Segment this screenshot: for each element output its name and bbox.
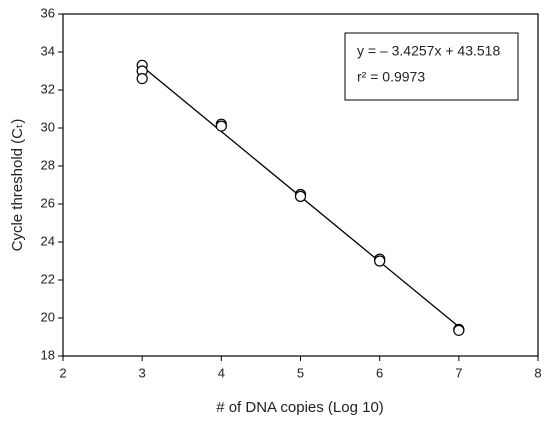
point bbox=[453, 324, 465, 336]
point bbox=[374, 255, 386, 267]
point bbox=[215, 120, 227, 132]
y-tick-label: 30 bbox=[41, 119, 55, 134]
x-tick-label: 3 bbox=[139, 365, 146, 380]
annotation: r² = 0.9973 bbox=[357, 69, 425, 85]
y-tick-label: 32 bbox=[41, 81, 55, 96]
x-tick-label: 8 bbox=[534, 365, 541, 380]
x-tick-label: 4 bbox=[218, 365, 225, 380]
y-tick-label: 28 bbox=[41, 157, 55, 172]
x-tick-label: 7 bbox=[455, 365, 462, 380]
y-tick-label: 22 bbox=[41, 271, 55, 286]
x-tick-label: 2 bbox=[59, 365, 66, 380]
y-tick-label: 18 bbox=[41, 347, 55, 362]
y-tick-label: 20 bbox=[41, 309, 55, 324]
y-tick-label: 26 bbox=[41, 195, 55, 210]
point bbox=[294, 190, 307, 202]
x-axis-label: # of DNA copies (Log 10) bbox=[216, 399, 384, 416]
y-tick-label: 24 bbox=[41, 233, 55, 248]
y-axis-label: Cycle threshold (Cₜ) bbox=[9, 119, 26, 252]
point bbox=[136, 72, 148, 85]
x-tick-label: 6 bbox=[376, 365, 383, 380]
y-tick-label: 34 bbox=[41, 43, 55, 58]
x-tick-label: 5 bbox=[297, 365, 304, 380]
annotation: y = – 3.4257x + 43.518 bbox=[357, 43, 500, 59]
y-tick-label: 36 bbox=[41, 5, 55, 20]
annotation-box bbox=[344, 32, 519, 101]
